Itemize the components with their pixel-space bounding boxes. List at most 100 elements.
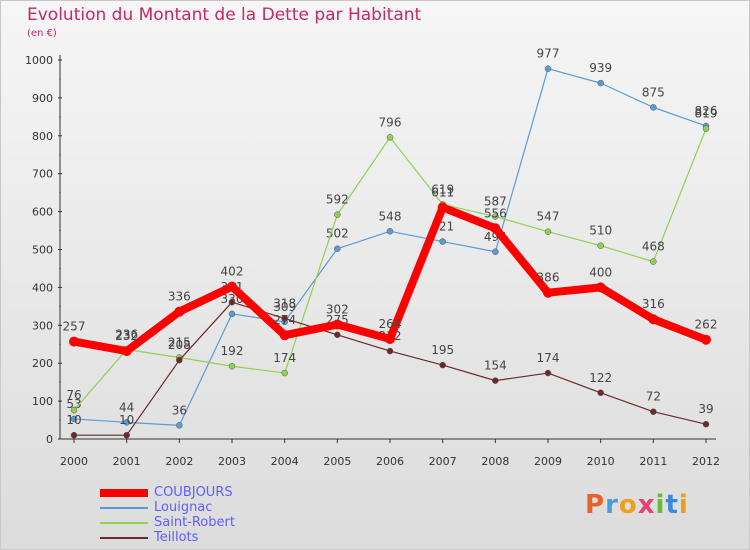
data-point-teillots (70, 431, 78, 439)
data-point-teillots (544, 369, 552, 377)
data-label-saint-robert: 510 (589, 224, 612, 238)
y-tick-label: 800 (32, 130, 53, 143)
y-tick-label: 900 (32, 92, 53, 105)
data-point-coubjours (595, 282, 606, 293)
data-label-louignac: 939 (589, 61, 612, 75)
y-tick-label: 600 (32, 206, 53, 219)
legend-swatch-saint-robert (100, 521, 148, 524)
x-tick-label: 2011 (639, 455, 667, 468)
data-label-saint-robert: 592 (326, 193, 349, 207)
data-point-louignac (650, 104, 657, 111)
data-point-teillots (386, 347, 394, 355)
data-label-coubjours: 336 (168, 290, 191, 304)
data-point-louignac (228, 310, 236, 318)
data-point-saint-robert (650, 258, 657, 265)
x-tick-label: 2001 (113, 455, 141, 468)
data-point-louignac (544, 65, 552, 72)
data-point-saint-robert (228, 362, 236, 370)
data-label-coubjours: 316 (642, 297, 665, 311)
y-tick-label: 500 (32, 244, 53, 257)
data-label-coubjours: 262 (695, 318, 718, 332)
data-point-coubjours (174, 306, 185, 317)
logo-letter: P (585, 490, 606, 520)
data-label-louignac: 53 (66, 397, 81, 411)
data-point-coubjours (227, 281, 237, 292)
legend-label-teillots: Teillots (154, 530, 199, 545)
data-label-saint-robert: 547 (537, 210, 560, 224)
data-label-louignac: 44 (119, 400, 134, 414)
y-tick-label: 100 (32, 395, 53, 408)
x-tick-label: 2006 (376, 455, 404, 468)
data-point-louignac (386, 228, 394, 235)
x-tick-label: 2004 (271, 455, 299, 468)
data-label-saint-robert: 796 (379, 115, 402, 129)
data-point-coubjours (69, 336, 79, 347)
legend-label-coubjours: COUBJOURS (154, 485, 233, 500)
data-label-saint-robert: 819 (695, 107, 718, 121)
data-point-saint-robert (597, 242, 604, 249)
data-point-saint-robert (702, 125, 710, 132)
x-tick-label: 2000 (60, 455, 88, 468)
data-label-coubjours: 264 (379, 317, 402, 331)
data-point-coubjours (437, 202, 448, 213)
legend-item-louignac: Louignac (100, 500, 235, 515)
legend: COUBJOURS Louignac Saint-Robert Teillots (100, 485, 235, 545)
data-label-coubjours: 556 (484, 206, 507, 220)
data-label-coubjours: 402 (221, 265, 244, 279)
x-tick-label: 2008 (481, 455, 509, 468)
data-point-saint-robert (334, 211, 341, 218)
data-label-saint-robert: 468 (642, 240, 665, 254)
data-point-teillots (228, 298, 236, 306)
data-label-teillots: 122 (589, 371, 612, 385)
legend-item-teillots: Teillots (100, 530, 235, 545)
y-tick-label: 400 (32, 281, 53, 294)
data-point-louignac (439, 238, 446, 245)
data-label-saint-robert: 587 (484, 195, 507, 209)
y-tick-label: 0 (46, 433, 53, 446)
logo-letter: t (665, 490, 679, 520)
data-point-louignac (123, 419, 130, 426)
data-point-louignac (492, 248, 499, 256)
data-point-coubjours (490, 223, 501, 234)
logo-letter: i (655, 490, 666, 520)
x-tick-label: 2003 (218, 455, 246, 468)
legend-label-saint-robert: Saint-Robert (154, 515, 235, 530)
data-point-louignac (70, 415, 78, 423)
data-point-teillots (123, 431, 130, 439)
data-label-coubjours: 302 (326, 303, 349, 317)
data-label-louignac: 36 (172, 403, 187, 417)
data-label-saint-robert: 192 (221, 344, 244, 358)
data-point-louignac (334, 245, 341, 252)
data-label-teillots: 72 (646, 390, 661, 404)
data-label-coubjours: 257 (63, 320, 86, 334)
data-point-teillots (650, 408, 657, 415)
data-label-teillots: 10 (66, 413, 81, 427)
logo-letter: o (618, 490, 638, 520)
data-point-coubjours (332, 319, 343, 330)
logo-letter: r (605, 490, 619, 520)
y-tick-label: 300 (32, 319, 53, 332)
chart-title: Evolution du Montant de la Dette par Hab… (27, 5, 422, 25)
data-point-coubjours (701, 334, 711, 345)
data-point-teillots (597, 389, 604, 397)
data-label-coubjours: 232 (115, 329, 138, 343)
data-label-saint-robert: 76 (66, 388, 81, 402)
legend-swatch-coubjours (100, 488, 148, 497)
data-label-saint-robert: 619 (431, 182, 454, 196)
data-point-coubjours (121, 346, 132, 357)
x-tick-label: 2005 (323, 455, 351, 468)
data-point-teillots (176, 356, 183, 364)
data-label-louignac: 309 (273, 300, 296, 314)
legend-item-saint-robert: Saint-Robert (100, 515, 235, 530)
data-point-teillots (702, 420, 710, 428)
x-tick-label: 2012 (692, 455, 720, 468)
x-tick-label: 2009 (534, 455, 562, 468)
data-point-louignac (597, 79, 604, 87)
x-tick-label: 2010 (587, 455, 615, 468)
legend-label-louignac: Louignac (154, 500, 213, 515)
data-point-saint-robert (70, 406, 78, 414)
data-label-louignac: 548 (379, 209, 402, 223)
data-label-saint-robert: 236 (115, 328, 138, 342)
